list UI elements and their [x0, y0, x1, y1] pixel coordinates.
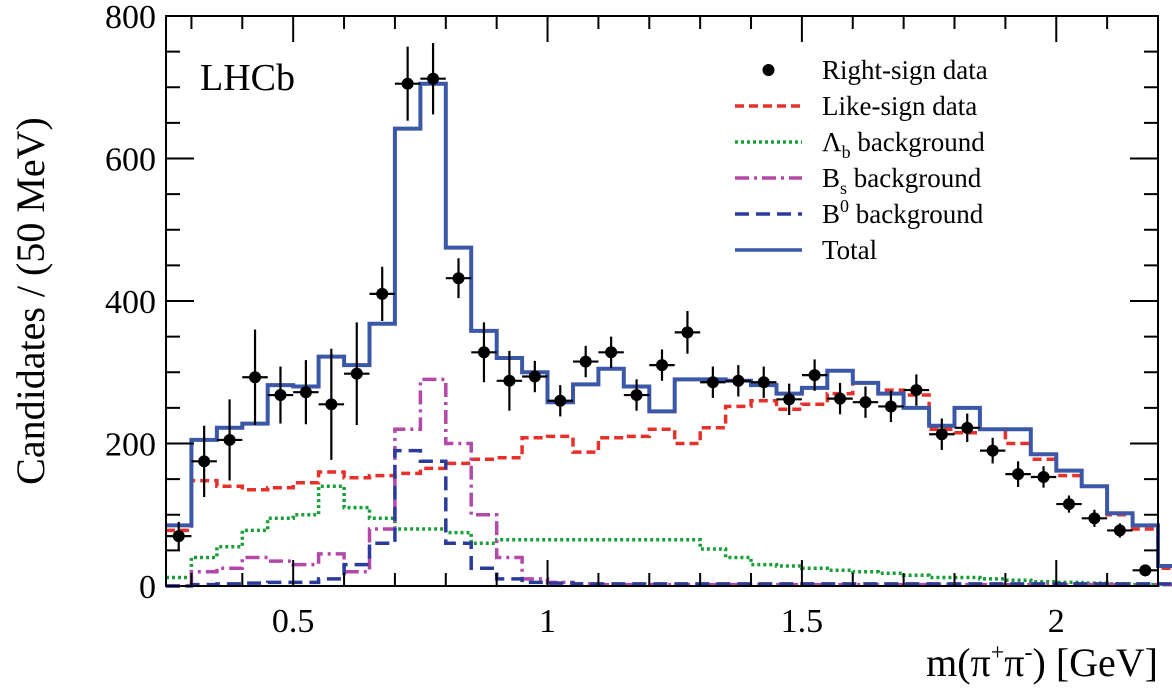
tick-labels-group: 0.5 1 1.5 2 0 200 400 600 800	[105, 0, 1065, 640]
histogram-series-group	[166, 81, 1172, 588]
y-tick-label: 600	[105, 142, 156, 179]
data-point	[852, 386, 879, 418]
data-point	[293, 360, 319, 425]
data-point	[369, 266, 395, 321]
data-point	[572, 345, 599, 378]
data-point	[242, 329, 268, 425]
data-point	[1081, 509, 1108, 527]
x-axis-label-pi2: π	[1004, 640, 1024, 685]
x-axis-label-suffix: ) [GeV]	[1033, 640, 1159, 685]
data-point	[191, 425, 217, 497]
legend-label: B0 background	[822, 196, 984, 229]
x-axis-label-pi1: π	[971, 640, 991, 685]
data-point	[1132, 564, 1158, 577]
data-point	[649, 349, 675, 381]
data-point	[267, 366, 294, 424]
x-axis-label-sup1: +	[991, 640, 1005, 666]
data-point	[1107, 523, 1133, 538]
y-tick-label: 400	[105, 284, 156, 321]
legend-label: Bs background	[822, 163, 982, 198]
data-point	[929, 418, 955, 450]
data-point	[1030, 466, 1057, 488]
data-point	[801, 359, 828, 391]
data-point	[394, 46, 421, 121]
x-axis-label: m(π+π-) [GeV]	[926, 640, 1158, 685]
x-tick-label: 2	[1048, 603, 1065, 640]
series-total-line	[166, 81, 1172, 568]
axis-ticks-group	[166, 15, 1159, 587]
legend-label: Λb background	[822, 127, 985, 162]
data-point	[674, 310, 701, 354]
data-point	[776, 383, 802, 415]
legend-item: Λb background	[735, 127, 985, 162]
y-tick-label: 200	[105, 427, 156, 464]
data-point	[903, 374, 930, 406]
legend-item: Right-sign data	[762, 55, 988, 85]
data-point	[979, 437, 1006, 464]
x-tick-label: 1.5	[781, 603, 824, 640]
data-point	[623, 379, 650, 411]
data-point	[547, 385, 573, 417]
data-point	[420, 43, 446, 115]
plot-frame	[165, 15, 1159, 587]
experiment-label: LHCb	[200, 57, 295, 99]
data-point	[827, 382, 853, 415]
x-axis-label-sup2: -	[1025, 640, 1033, 666]
legend-label: Right-sign data	[822, 55, 988, 85]
series-like-sign-data-line	[166, 381, 1172, 570]
data-point	[598, 336, 624, 368]
legend-item: B0 background	[735, 196, 984, 229]
legend-label: Total	[822, 235, 877, 265]
legend: Right-sign data Like-sign data Λb backgrou…	[735, 55, 988, 265]
data-point	[1056, 495, 1082, 513]
series-b-0-background-line	[166, 448, 1172, 588]
x-axis-label-prefix: m(	[926, 640, 970, 685]
data-point	[166, 521, 192, 551]
legend-item: Like-sign data	[735, 91, 977, 121]
data-point	[725, 365, 752, 397]
data-point	[496, 350, 523, 411]
y-axis-label: Candidates / (50 MeV)	[8, 117, 53, 485]
y-tick-label: 0	[139, 569, 156, 606]
legend-item: Total	[735, 235, 877, 265]
data-point	[954, 413, 980, 443]
data-point	[751, 366, 777, 398]
data-point	[878, 390, 904, 423]
data-point	[318, 348, 345, 460]
y-tick-label: 800	[105, 0, 156, 36]
data-points-group	[166, 43, 1158, 577]
data-point	[445, 258, 472, 299]
data-point	[216, 399, 243, 481]
data-point	[344, 322, 370, 425]
data-point	[1005, 461, 1031, 487]
x-tick-label: 1	[539, 603, 556, 640]
data-point	[700, 366, 726, 398]
series--b-background-line	[166, 484, 1172, 587]
legend-label: Like-sign data	[822, 91, 977, 121]
legend-item: Bs background	[735, 163, 982, 198]
data-point	[522, 360, 548, 393]
x-tick-label: 0.5	[272, 603, 315, 640]
legend-marker-dot	[762, 64, 775, 76]
data-point	[471, 322, 497, 383]
